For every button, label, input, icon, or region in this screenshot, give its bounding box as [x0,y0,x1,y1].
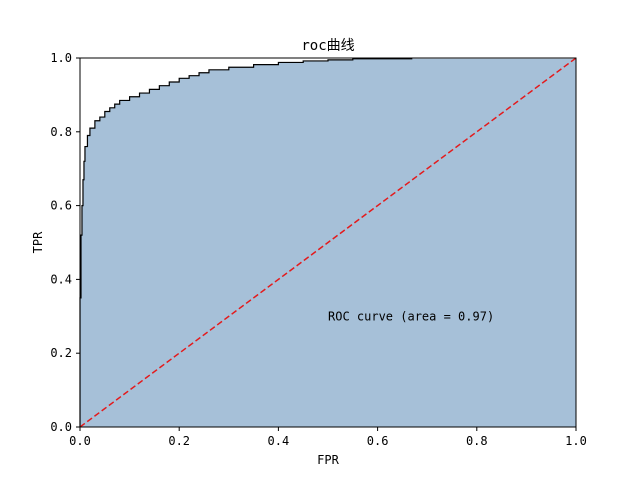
x-tick-label: 0.6 [367,434,389,448]
roc-area-annotation: ROC curve (area = 0.97) [328,309,494,323]
y-tick-label: 0.8 [50,125,72,139]
x-tick-label: 0.8 [466,434,488,448]
plot-area [79,57,577,428]
roc-curve-line [79,58,413,427]
random-guess-diagonal [79,57,577,428]
x-tick-label: 0.2 [168,434,190,448]
y-tick-label: 0.6 [50,199,72,213]
x-axis-label: FPR [317,453,339,467]
x-tick-label: 0.4 [268,434,290,448]
plot-frame [79,57,577,428]
chart-title: roc曲线 [301,38,354,54]
y-tick-label: 0.4 [50,272,72,286]
y-axis-ticks: 0.0 0.2 0.4 0.6 0.8 1.0 [50,51,80,434]
x-tick-label: 1.0 [565,434,587,448]
x-axis-ticks: 0.0 0.2 0.4 0.6 0.8 1.0 [69,427,587,448]
y-tick-label: 0.0 [50,420,72,434]
y-tick-label: 1.0 [50,51,72,65]
y-tick-label: 0.2 [50,346,72,360]
x-tick-label: 0.0 [69,434,91,448]
y-axis-label: TPR [31,231,45,253]
